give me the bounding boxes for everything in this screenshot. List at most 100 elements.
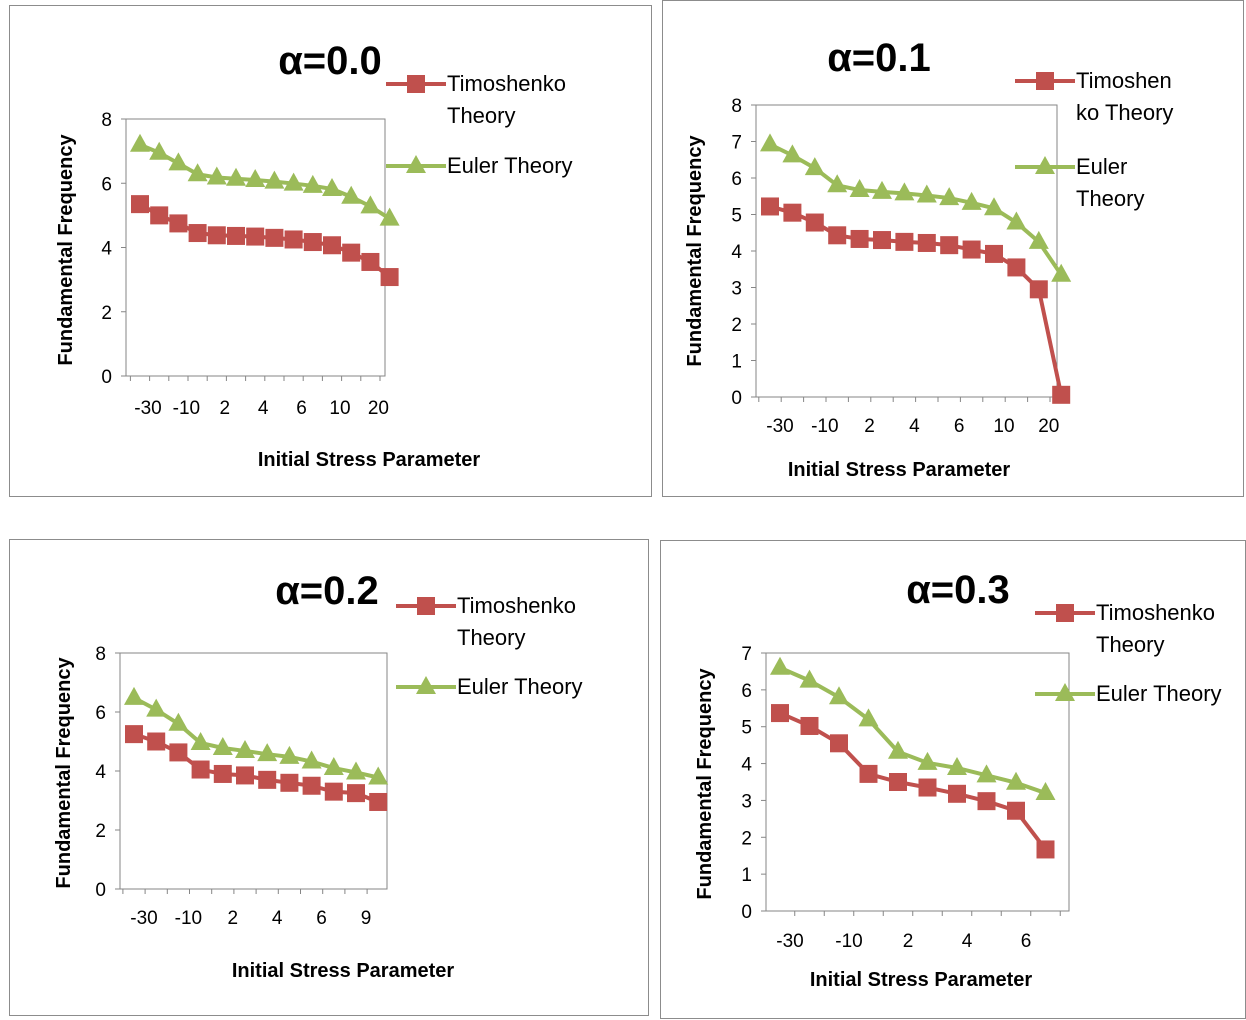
euler-data-point [257,743,278,762]
euler-data-point [379,207,400,226]
euler-data-point [917,751,938,770]
timoshenko-data-point [977,792,996,811]
y-tick-label: 0 [731,388,742,409]
euler-data-point [829,686,849,705]
timoshenko-data-point [131,195,149,214]
legend-marker-square [1036,72,1054,90]
y-tick-label: 4 [741,755,752,776]
y-tick-label: 8 [95,644,106,665]
x-tick-label: -30 [134,398,161,419]
y-tick-label: 1 [731,352,742,373]
x-tick-label: -10 [835,931,862,952]
timoshenko-data-point [191,760,210,779]
y-tick-label: 2 [741,828,752,849]
euler-data-point [168,712,189,731]
euler-data-point [894,182,915,201]
timoshenko-data-point [207,226,226,245]
euler-data-point [984,197,1004,216]
timoshenko-data-point [940,236,959,255]
euler-data-point [961,191,982,210]
timoshenko-data-point [236,766,254,785]
legend-label: Euler Theory [457,674,583,699]
timoshenko-data-point [258,770,277,789]
timoshenko-data-point [761,197,779,216]
timoshenko-data-point [1029,280,1048,299]
legend-label: Euler Theory [447,153,573,178]
euler-data-point [1006,771,1026,790]
x-tick-label: -10 [175,908,202,929]
timoshenko-data-point [188,224,207,243]
x-tick-label: 2 [903,931,914,952]
euler-data-point [947,756,967,775]
timoshenko-data-point [830,734,848,753]
legend-label: Euler [1076,154,1127,179]
x-tick-label: 4 [909,416,920,437]
euler-series-line [779,665,1047,795]
euler-data-point [804,157,825,176]
x-tick-label: 6 [296,398,307,419]
y-tick-label: 6 [95,703,106,724]
timoshenko-data-point [323,236,341,255]
timoshenko-data-point [303,233,322,252]
timoshenko-data-point [1007,801,1025,820]
chart-title: α=0.3 [906,568,1010,612]
timoshenko-data-point [347,784,365,803]
y-tick-label: 3 [741,791,752,812]
timoshenko-data-point [150,206,169,225]
legend-marker-square [1056,604,1074,622]
x-tick-label: 4 [272,908,283,929]
y-tick-label: 6 [101,174,112,195]
legend-marker-triangle [1035,156,1055,174]
x-axis-label: Initial Stress Parameter [232,960,455,982]
timoshenko-data-point [324,782,343,801]
legend-label: Timoshenko [447,71,566,96]
euler-data-point [1006,211,1027,230]
x-tick-label: 10 [993,416,1014,437]
euler-data-point [799,669,820,688]
timoshenko-data-point [1052,385,1071,404]
timoshenko-data-point [169,743,188,762]
y-tick-label: 2 [731,315,742,336]
y-tick-label: 6 [741,681,752,702]
timoshenko-data-point [147,732,166,751]
x-tick-label: -30 [130,908,157,929]
euler-data-point [130,133,150,152]
euler-data-point [168,152,189,171]
x-tick-label: 10 [329,398,350,419]
euler-data-point [782,144,803,163]
timoshenko-data-point [850,229,869,248]
timoshenko-data-point [828,226,847,245]
y-tick-label: 4 [95,762,106,783]
euler-data-point [226,167,246,186]
y-axis-label: Fundamental Frequency [53,657,75,889]
x-tick-label: 2 [220,398,231,419]
x-tick-label: 2 [228,908,239,929]
y-tick-label: 5 [731,206,742,227]
y-tick-label: 5 [741,718,752,739]
euler-data-point [1035,782,1056,801]
timoshenko-data-point [213,764,232,783]
euler-data-point [235,739,255,758]
chart-title: α=0.2 [275,569,379,613]
euler-data-point [976,764,997,783]
y-tick-label: 7 [741,644,752,665]
chart-panel-alpha-2: 0 2 4 6 8 -30 -10 2 4 6 9 Timoshenko Theory Euler The… [9,539,649,1016]
legend-marker-triangle [406,155,426,173]
x-tick-label: -10 [811,416,838,437]
timoshenko-data-point [227,226,245,245]
chart-panel-alpha-1: 0 1 2 3 4 5 6 7 8 -30 -10 2 4 6 10 20 Timoshen ko Theory E… [662,0,1244,497]
y-tick-label: 8 [101,110,112,131]
euler-data-point [245,169,266,188]
y-tick-label: 8 [731,96,742,117]
y-tick-label: 2 [95,821,106,842]
euler-data-point [368,766,389,785]
timoshenko-data-point [125,725,143,744]
y-tick-label: 6 [731,169,742,190]
chart-svg: 0 2 4 6 8 -30 -10 2 4 6 9 Timoshenko Theory Euler The… [53,569,583,982]
x-axis-label: Initial Stress Parameter [810,969,1033,991]
x-tick-label: 6 [954,416,965,437]
chart-panel-alpha-3: 0 1 2 3 4 5 6 7 -30 -10 2 4 6 Timoshenko Theory Euler T… [660,540,1246,1019]
chart-panel-alpha-0: 0 2 4 6 8 -30 -10 2 4 6 10 20 Timoshenko Theory Euler … [9,5,652,497]
chart-svg: 0 1 2 3 4 5 6 7 -30 -10 2 4 6 Timoshenko Theory Euler T… [694,568,1222,991]
euler-data-point [302,174,323,193]
